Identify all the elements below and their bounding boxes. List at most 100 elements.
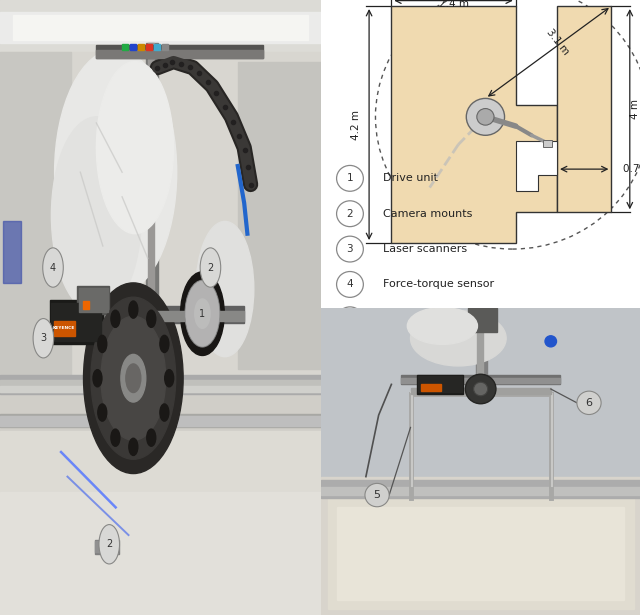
Circle shape xyxy=(129,301,138,318)
Circle shape xyxy=(101,316,166,440)
Text: 6: 6 xyxy=(586,398,593,408)
Bar xyxy=(97,45,264,58)
Bar xyxy=(148,43,154,397)
Bar xyxy=(0,430,321,615)
Bar xyxy=(0,0,321,52)
Bar xyxy=(0,12,321,43)
Bar xyxy=(477,308,483,394)
Circle shape xyxy=(467,98,504,135)
Bar xyxy=(95,540,119,554)
Bar xyxy=(51,306,244,323)
Text: 2: 2 xyxy=(347,208,353,219)
Bar xyxy=(0,52,321,387)
Bar xyxy=(321,487,640,495)
Bar xyxy=(130,44,136,50)
Bar xyxy=(0,375,321,394)
Circle shape xyxy=(121,354,146,402)
Text: 1: 1 xyxy=(199,309,205,319)
Bar xyxy=(401,375,561,384)
Bar xyxy=(328,492,634,609)
Text: 4: 4 xyxy=(347,279,353,290)
Circle shape xyxy=(84,283,183,474)
Text: 0.7 m: 0.7 m xyxy=(623,164,640,174)
Circle shape xyxy=(147,310,156,327)
Bar xyxy=(138,44,144,50)
Text: 2: 2 xyxy=(207,263,214,272)
Circle shape xyxy=(33,319,54,358)
Circle shape xyxy=(99,525,120,564)
Circle shape xyxy=(545,336,557,347)
Circle shape xyxy=(477,108,494,125)
Circle shape xyxy=(185,280,220,347)
Text: 5: 5 xyxy=(374,490,381,500)
Bar xyxy=(0,416,321,426)
Circle shape xyxy=(186,282,219,345)
Bar xyxy=(468,308,497,332)
Ellipse shape xyxy=(196,221,254,357)
Bar xyxy=(83,301,90,309)
Bar xyxy=(13,15,308,40)
Ellipse shape xyxy=(410,311,506,366)
Circle shape xyxy=(126,364,141,392)
Text: 5: 5 xyxy=(347,315,353,325)
Circle shape xyxy=(147,429,156,446)
Text: 6: 6 xyxy=(347,350,353,360)
Circle shape xyxy=(337,272,364,298)
Bar xyxy=(0,492,321,615)
Circle shape xyxy=(337,200,364,227)
Ellipse shape xyxy=(97,62,173,234)
Polygon shape xyxy=(392,6,557,243)
Bar xyxy=(321,477,640,615)
Bar xyxy=(51,303,101,341)
Bar xyxy=(163,44,168,50)
Circle shape xyxy=(98,404,107,421)
Circle shape xyxy=(195,299,210,328)
Text: 3.1 m: 3.1 m xyxy=(544,28,570,57)
Text: 1: 1 xyxy=(347,173,353,183)
Ellipse shape xyxy=(54,49,177,295)
Circle shape xyxy=(164,370,173,387)
Bar xyxy=(0,384,321,615)
Bar xyxy=(0,386,321,392)
Bar xyxy=(557,6,611,212)
Bar xyxy=(54,321,75,336)
Circle shape xyxy=(93,370,102,387)
Text: Laser scanners: Laser scanners xyxy=(383,244,468,254)
Circle shape xyxy=(160,404,169,421)
Text: Drive unit: Drive unit xyxy=(383,173,438,183)
Bar xyxy=(154,44,160,50)
Bar xyxy=(79,288,108,312)
Ellipse shape xyxy=(407,308,477,344)
Circle shape xyxy=(577,391,601,415)
Circle shape xyxy=(365,483,389,507)
Bar xyxy=(0,414,321,427)
Circle shape xyxy=(111,429,120,446)
Text: 2.4 m: 2.4 m xyxy=(438,0,468,9)
Bar xyxy=(146,44,152,50)
Bar xyxy=(410,388,551,394)
Bar xyxy=(337,507,624,600)
Bar xyxy=(476,308,487,394)
Circle shape xyxy=(98,335,107,352)
Text: Force-torque sensor: Force-torque sensor xyxy=(383,279,495,290)
Bar xyxy=(3,221,21,283)
Bar xyxy=(0,52,70,387)
Bar xyxy=(420,384,442,391)
Text: 3: 3 xyxy=(347,244,353,254)
Text: Camera mounts: Camera mounts xyxy=(383,208,473,219)
Circle shape xyxy=(474,383,488,396)
Text: 2: 2 xyxy=(106,539,113,549)
Circle shape xyxy=(465,374,496,404)
Circle shape xyxy=(111,310,120,327)
Bar xyxy=(321,480,640,498)
Bar xyxy=(321,308,640,477)
Bar xyxy=(122,44,128,50)
Text: 4: 4 xyxy=(50,263,56,272)
Bar xyxy=(417,375,463,394)
Bar xyxy=(50,300,103,344)
Text: 4.2 m: 4.2 m xyxy=(351,109,361,140)
Circle shape xyxy=(337,307,364,333)
Circle shape xyxy=(129,438,138,456)
Circle shape xyxy=(337,342,364,368)
Circle shape xyxy=(160,335,169,352)
